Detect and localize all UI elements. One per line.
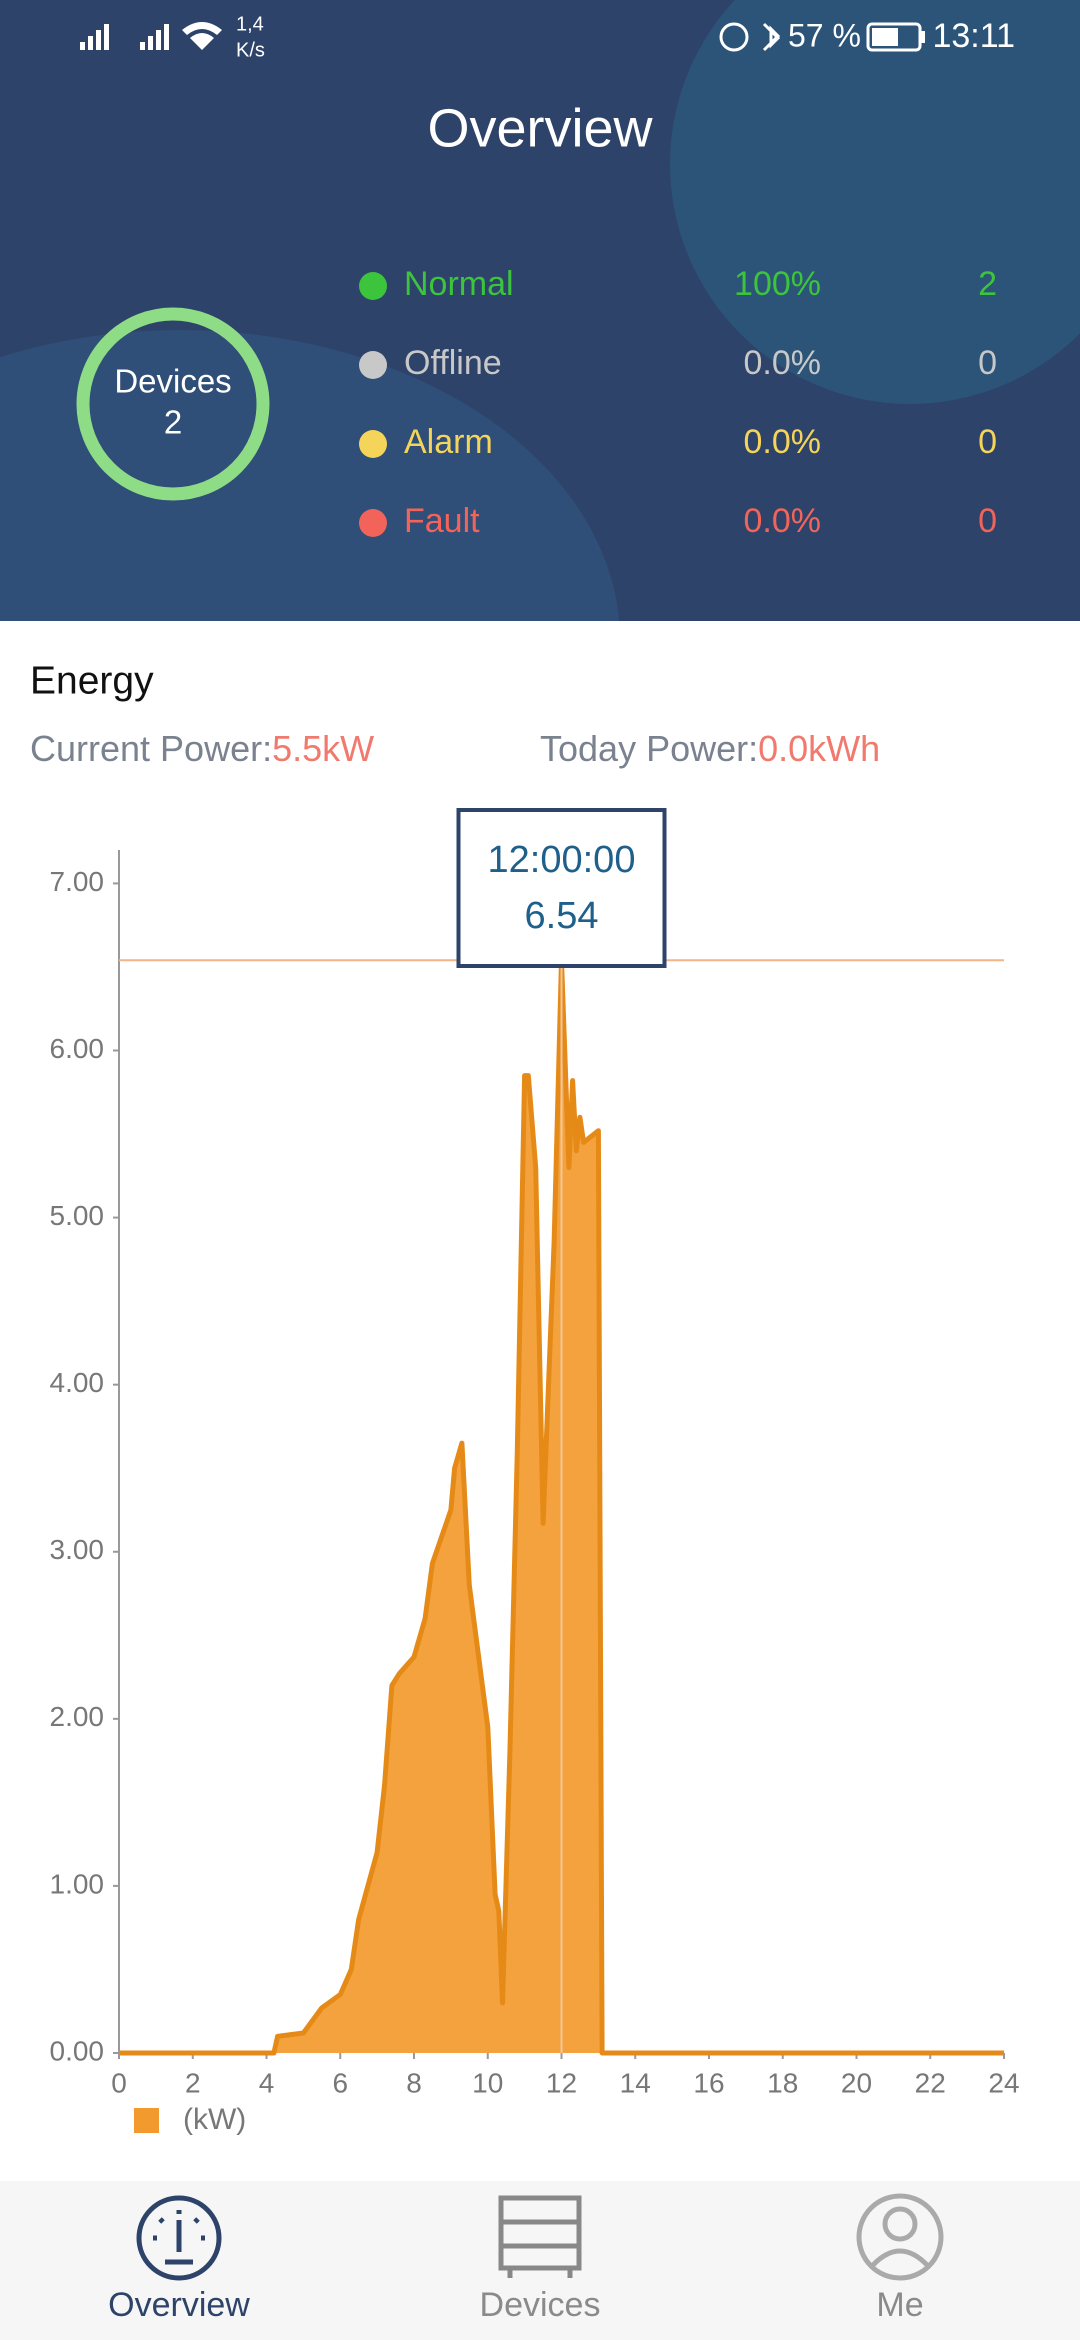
current-power: Current Power:5.5kW [30, 728, 374, 769]
devices-label: Devices [114, 363, 231, 400]
x-tick-label: 24 [988, 2067, 1019, 2098]
battery-icon [866, 22, 922, 52]
x-tick-label: 10 [472, 2067, 503, 2098]
status-name: Offline [404, 344, 502, 382]
net-unit: K/s [236, 39, 265, 61]
nav-devices[interactable]: Devices [480, 2286, 601, 2324]
y-tick-label: 3.00 [50, 1534, 105, 1565]
tooltip-value: 6.54 [525, 895, 599, 937]
x-tick-label: 4 [259, 2067, 275, 2098]
x-tick-label: 2 [185, 2067, 201, 2098]
status-count: 0 [978, 423, 997, 461]
y-tick-label: 7.00 [50, 866, 105, 897]
today-power: Today Power:0.0kWh [540, 728, 880, 769]
battery-text: 57 % [788, 17, 861, 53]
energy-title: Energy [30, 659, 154, 702]
y-tick-label: 5.00 [50, 1200, 105, 1231]
battery-level [872, 28, 898, 46]
status-name: Fault [404, 502, 480, 540]
x-tick-label: 0 [111, 2067, 127, 2098]
status-percent: 0.0% [744, 423, 822, 461]
y-tick-label: 6.00 [50, 1033, 105, 1064]
x-tick-label: 22 [915, 2067, 946, 2098]
status-dot [359, 430, 387, 458]
nav-overview[interactable]: Overview [108, 2286, 250, 2324]
header-blob [0, 330, 620, 621]
overview-icon [136, 2195, 222, 2281]
x-tick-label: 12 [546, 2067, 577, 2098]
status-dot [359, 509, 387, 537]
clock: 13:11 [932, 17, 1015, 55]
x-tick-label: 8 [406, 2067, 422, 2098]
legend-label: (kW) [183, 2103, 246, 2136]
devices-ring [76, 307, 270, 501]
me-icon [856, 2193, 944, 2281]
status-name: Alarm [404, 423, 493, 461]
x-tick-label: 16 [693, 2067, 724, 2098]
status-percent: 0.0% [744, 344, 822, 382]
status-percent: 100% [734, 265, 821, 303]
area-line [119, 957, 1004, 2056]
status-dot [359, 351, 387, 379]
battery-tip [921, 31, 925, 43]
tooltip-time: 12:00:00 [488, 839, 636, 881]
x-tick-label: 20 [841, 2067, 872, 2098]
y-tick-label: 1.00 [50, 1868, 105, 1899]
y-tick-label: 0.00 [50, 2035, 105, 2066]
legend-swatch [134, 2108, 159, 2133]
nav-me[interactable]: Me [876, 2286, 923, 2324]
tooltip-box [456, 808, 667, 968]
net-speed: 1,4 [236, 13, 264, 35]
header-blob [670, 0, 1080, 404]
status-name: Normal [404, 265, 514, 303]
status-dot [359, 272, 387, 300]
y-tick-label: 2.00 [50, 1701, 105, 1732]
status-count: 0 [978, 344, 997, 382]
signal-icons [80, 22, 222, 50]
status-percent: 0.0% [744, 502, 822, 540]
y-tick-label: 4.00 [50, 1367, 105, 1398]
x-tick-label: 14 [620, 2067, 651, 2098]
x-tick-label: 18 [767, 2067, 798, 2098]
devices-count: 2 [164, 404, 182, 441]
status-count: 0 [978, 502, 997, 540]
bluetooth-icon [762, 22, 781, 52]
page-title: Overview [427, 98, 653, 158]
devices-icon [498, 2195, 582, 2278]
alarm-icon [719, 22, 749, 52]
x-tick-label: 6 [332, 2067, 348, 2098]
status-count: 2 [978, 265, 997, 303]
